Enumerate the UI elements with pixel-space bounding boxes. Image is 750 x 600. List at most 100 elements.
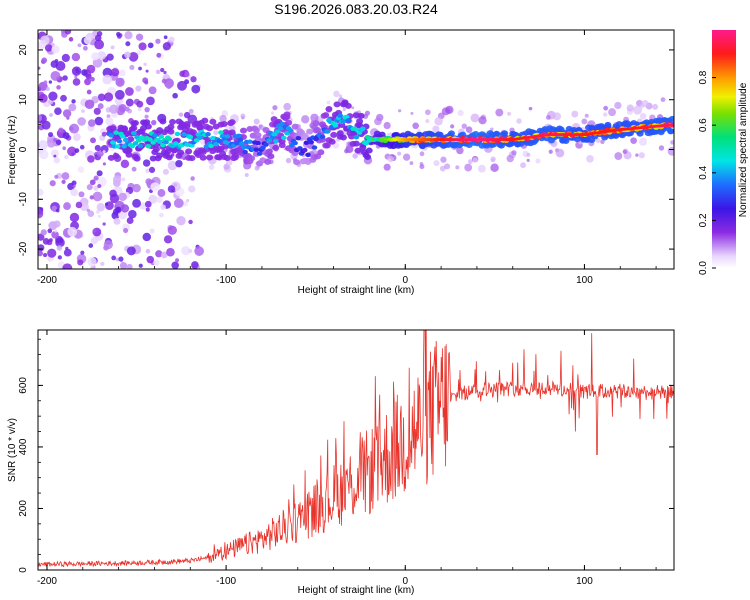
spectrogram-noise-cell	[147, 42, 154, 49]
spectrogram-noise-cell	[86, 64, 96, 74]
spectrogram-noise-cell	[124, 106, 130, 112]
spectrogram-ridge-halo	[228, 119, 236, 126]
spectrogram-ridge-halo	[291, 123, 299, 130]
spectrogram-noise-cell	[72, 184, 76, 188]
colorbar-tick-label: 0.4	[698, 165, 709, 179]
spectrogram-noise-cell	[162, 168, 169, 175]
x-tick-label: 0	[402, 275, 408, 286]
spectrogram-noise-cell	[139, 202, 147, 210]
spectrogram-noise-cell	[97, 214, 101, 218]
spectrogram-halo-cell	[652, 103, 659, 110]
spectrogram-ridge-halo	[130, 125, 138, 132]
spectrogram-ridge-halo	[447, 130, 455, 137]
spectrogram-ridge-cell	[274, 129, 281, 134]
spectrogram-halo-cell	[477, 164, 486, 173]
spectrogram-ridge-cell	[279, 121, 285, 127]
spectrogram-ridge-halo	[209, 118, 217, 125]
spectrogram-ridge-cell	[213, 141, 219, 147]
spectrogram-halo-cell	[352, 153, 358, 159]
spectrogram-ridge-core	[670, 123, 674, 127]
spectrogram-noise-cell	[74, 75, 78, 79]
spectrogram-ridge-cell	[295, 136, 302, 141]
spectrogram-noise-cell	[44, 44, 53, 52]
spectrogram-noise-cell	[38, 93, 48, 103]
snr-series-line	[38, 330, 674, 568]
spectrogram-noise-cell	[70, 188, 79, 197]
spectrogram-noise-cell	[188, 219, 193, 225]
spectrogram-noise-cell	[94, 39, 105, 50]
spectrogram-halo-cell	[461, 123, 467, 129]
spectrogram-ridge-halo	[272, 144, 280, 151]
spectrogram-noise-cell	[53, 154, 57, 158]
spectrogram-halo-cell	[478, 116, 487, 125]
spectrogram-noise-cell	[190, 176, 195, 181]
spectrogram-noise-cell	[80, 250, 85, 255]
spectrogram-noise-cell	[102, 74, 113, 85]
spectrogram-noise-cell	[167, 160, 178, 171]
spectrogram-noise-cell	[77, 117, 86, 126]
spectrogram-halo-cell	[208, 164, 215, 170]
spectrogram-noise-cell	[55, 139, 62, 145]
spectrogram-noise-cell	[167, 185, 176, 193]
spectrogram-halo-cell	[425, 118, 430, 124]
spectrogram-halo-cell	[464, 163, 473, 172]
spectrogram-halo-cell	[614, 152, 623, 161]
spectrogram-noise-cell	[89, 179, 96, 186]
spectrogram-halo-cell	[326, 100, 331, 105]
spectrogram-noise-cell	[78, 191, 85, 198]
spectrogram-noise-cell	[146, 96, 155, 106]
spectrogram-noise-cell	[103, 239, 113, 250]
spectrogram-noise-cell	[132, 198, 142, 208]
spectrogram-halo-cell	[456, 146, 464, 155]
spectrogram-noise-cell	[49, 113, 53, 117]
y-tick-label: 10	[18, 94, 29, 106]
spectrogram-ridge-cell	[158, 134, 165, 139]
spectrogram-ridge-cell	[263, 142, 269, 147]
spectrogram-noise-cell	[47, 248, 57, 258]
spectrogram-noise-cell	[175, 258, 180, 263]
spectrogram-noise-cell	[84, 78, 92, 86]
spectrogram-noise-cell	[55, 61, 66, 71]
spectrogram-noise-cell	[184, 71, 190, 78]
spectrogram-noise-cell	[129, 64, 135, 70]
x-tick-label: -200	[37, 275, 57, 286]
spectrogram-noise-cell	[115, 206, 122, 213]
spectrogram-halo-cell	[571, 110, 579, 118]
y-tick-label: 400	[18, 438, 29, 455]
spectrogram-ridge-halo	[220, 121, 228, 128]
spectrogram-halo-cell	[219, 114, 227, 123]
spectrogram-noise-cell	[138, 42, 147, 51]
spectrogram-ridge-halo	[188, 155, 196, 162]
colorbar-gradient	[712, 30, 736, 268]
spectrogram-noise-cell	[125, 98, 134, 107]
spectrogram-noise-cell	[118, 103, 127, 113]
spectrogram-noise-cell	[94, 34, 102, 42]
spectrogram-halo-cell	[225, 125, 230, 130]
spectrogram-noise-cell	[87, 155, 95, 163]
spectrogram-ridge-halo	[323, 142, 331, 149]
spectrogram-noise-cell	[64, 30, 72, 35]
spectrogram-noise-cell	[90, 137, 96, 144]
spectrogram-noise-cell	[96, 203, 105, 212]
spectrogram-ridge-halo	[206, 154, 214, 161]
spectrogram-ridge-cell	[116, 138, 123, 144]
spectrogram-ridge-halo	[330, 131, 338, 138]
spectrogram-noise-cell	[64, 154, 69, 160]
spectrogram-noise-cell	[51, 45, 60, 54]
spectrogram-ridge-cell	[163, 139, 169, 145]
spectrogram-ridge-cell	[156, 139, 163, 144]
snr-panel: -200 -100 0 100 0 200 400 600 Height of straig…	[7, 329, 675, 596]
spectrogram-noise-cell	[38, 250, 43, 257]
spectrogram-ridge-cell	[272, 138, 279, 144]
spectrogram-noise-cell	[72, 78, 81, 86]
spectrogram-noise-cell	[145, 168, 150, 173]
spectrogram-ridge-halo	[364, 154, 372, 161]
spectrogram-noise-cell	[100, 145, 109, 154]
spectrogram-noise-cell	[38, 209, 44, 219]
spectrogram-noise-cell	[87, 210, 95, 217]
spectrogram-noise-cell	[94, 116, 104, 126]
spectrogram-halo-cell	[433, 160, 440, 167]
spectrogram-noise-cell	[148, 166, 156, 173]
spectrogram-halo-cell	[520, 162, 527, 169]
